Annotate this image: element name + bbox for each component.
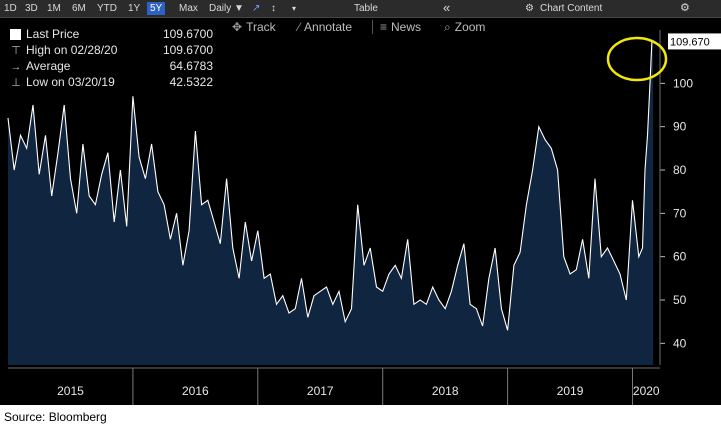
y-tick-label-50: 50: [673, 293, 687, 307]
tool-divider: [372, 20, 373, 34]
chart-legend: Last Price 109.6700 ⊤ High on 02/28/20 1…: [8, 26, 213, 91]
y-tick-label-90: 90: [673, 120, 687, 134]
magnifier-icon: ⌕: [444, 20, 451, 34]
low-marker-icon: ⊥: [11, 77, 21, 89]
chart-svg: 40 50 60 70 80 90 100 109.670 2015 2016 2017 2018 20…: [7, 30, 721, 405]
x-tick-label-2015: 2015: [57, 384, 84, 398]
y-tick-label-40: 40: [673, 336, 687, 350]
track-tool[interactable]: ✥ Track: [232, 20, 276, 34]
last-price-swatch: [10, 29, 21, 40]
period-6m-button[interactable]: 6M: [72, 3, 86, 14]
price-area: [8, 41, 654, 366]
y-tick-label-100: 100: [673, 76, 693, 90]
price-line: [7, 40, 654, 331]
annotate-tool[interactable]: ∕ Annotate: [298, 20, 353, 34]
x-tick-label-2020: 2020: [633, 384, 660, 398]
x-tick-label-2018: 2018: [432, 384, 459, 398]
last-price-tag: [668, 33, 721, 50]
period-5y-button[interactable]: 5Y: [147, 2, 166, 15]
crosshair-icon: ✥: [232, 20, 243, 34]
pencil-icon: ∕: [298, 20, 301, 34]
period-3d-button[interactable]: 3D: [25, 3, 38, 14]
source-caption: Source: Bloomberg: [4, 410, 107, 424]
x-tick-label-2016: 2016: [182, 384, 209, 398]
news-icon: ≡: [380, 20, 388, 34]
last-price-tag-label: 109.670: [670, 36, 710, 48]
x-tick-label-2017: 2017: [307, 384, 334, 398]
chart-type-dropdown-icon[interactable]: ▾: [292, 4, 297, 13]
y-tick-label-80: 80: [673, 163, 687, 177]
frequency-dropdown[interactable]: Daily ▼: [209, 3, 244, 14]
period-1m-button[interactable]: 1M: [47, 3, 61, 14]
average-marker-icon: →: [10, 61, 22, 73]
x-tick-label-2019: 2019: [557, 384, 584, 398]
legend-average: → Average 64.6783: [10, 59, 214, 73]
chart-content-settings-icon[interactable]: ⚙: [525, 3, 534, 14]
y-tick-label-60: 60: [673, 250, 687, 264]
table-button[interactable]: Table: [354, 3, 378, 14]
high-marker-icon: ⊤: [11, 45, 21, 57]
news-tool[interactable]: ≡ News: [380, 20, 422, 34]
line-chart-icon[interactable]: ↗: [252, 3, 261, 14]
legend-high: ⊤ High on 02/28/20 109.6700: [11, 43, 213, 57]
zoom-tool[interactable]: ⌕ Zoom: [444, 20, 486, 34]
bloomberg-terminal-panel: 1D 3D 1M 6M YTD 1Y 5Y Max Daily ▼ ↗ ↕ ▾ …: [0, 0, 721, 405]
period-ytd-button[interactable]: YTD: [97, 3, 117, 14]
candlestick-icon[interactable]: ↕: [271, 3, 276, 14]
legend-last-price: Last Price 109.6700: [8, 27, 213, 42]
chart-toolbar: 1D 3D 1M 6M YTD 1Y 5Y Max Daily ▼ ↗ ↕ ▾ …: [0, 0, 721, 18]
collapse-icon[interactable]: «: [443, 0, 451, 15]
gear-icon[interactable]: ⚙: [680, 2, 690, 14]
highlight-circle: [606, 36, 668, 82]
legend-low: ⊥ Low on 03/20/19 42.5322: [11, 75, 213, 89]
y-tick-label-70: 70: [673, 206, 687, 220]
period-1d-button[interactable]: 1D: [4, 3, 17, 14]
period-max-button[interactable]: Max: [179, 3, 198, 14]
period-1y-button[interactable]: 1Y: [128, 3, 141, 14]
chart-content-button[interactable]: Chart Content: [540, 3, 603, 14]
